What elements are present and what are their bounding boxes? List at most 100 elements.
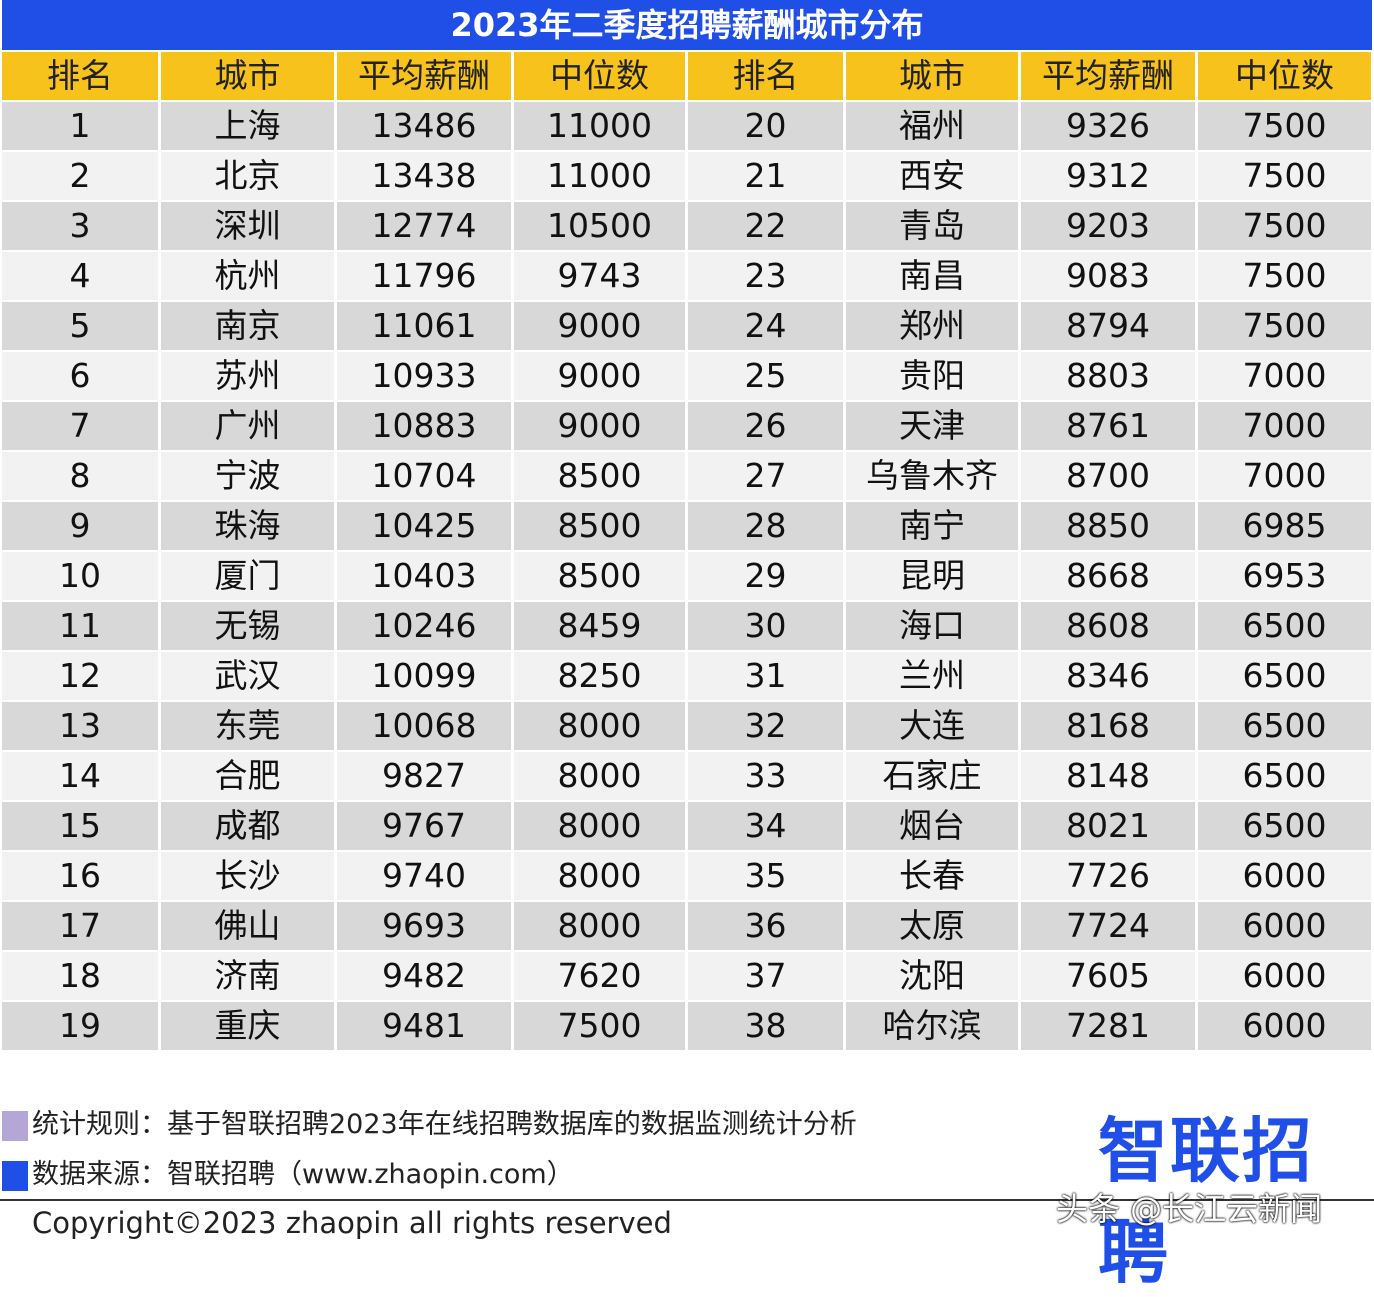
table-cell: 1 — [2, 102, 158, 150]
table-cell: 沈阳 — [846, 952, 1018, 1000]
table-cell: 6985 — [1198, 502, 1371, 550]
table-cell: 10425 — [337, 502, 511, 550]
table-cell: 24 — [688, 302, 843, 350]
table-cell: 7726 — [1021, 852, 1195, 900]
table-cell: 36 — [688, 902, 843, 950]
table-cell: 20 — [688, 102, 843, 150]
table-cell: 9767 — [337, 802, 511, 850]
table-cell: 8700 — [1021, 452, 1195, 500]
table-cell: 9203 — [1021, 202, 1195, 250]
table-cell: 厦门 — [161, 552, 334, 600]
table-cell: 10246 — [337, 602, 511, 650]
table-cell: 6500 — [1198, 652, 1371, 700]
copyright: Copyright©2023 zhaopin all rights reserv… — [32, 1206, 672, 1240]
table-cell: 8000 — [514, 702, 685, 750]
table-cell: 9 — [2, 502, 158, 550]
table-cell: 南宁 — [846, 502, 1018, 550]
table-cell: 9482 — [337, 952, 511, 1000]
table-cell: 7500 — [1198, 252, 1371, 300]
table-cell: 8148 — [1021, 752, 1195, 800]
header-cell: 城市 — [846, 52, 1018, 100]
table-cell: 12 — [2, 652, 158, 700]
header-cell: 排名 — [2, 52, 158, 100]
table-cell: 南京 — [161, 302, 334, 350]
table-cell: 8761 — [1021, 402, 1195, 450]
table-cell: 济南 — [161, 952, 334, 1000]
table-cell: 10099 — [337, 652, 511, 700]
table-cell: 6 — [2, 352, 158, 400]
table-cell: 6000 — [1198, 902, 1371, 950]
table-cell: 烟台 — [846, 802, 1018, 850]
table-cell: 珠海 — [161, 502, 334, 550]
table-cell: 宁波 — [161, 452, 334, 500]
table-cell: 6500 — [1198, 752, 1371, 800]
watermark: 头条 @长江云新闻 — [1056, 1190, 1323, 1228]
table-cell: 8000 — [514, 852, 685, 900]
table-cell: 8500 — [514, 452, 685, 500]
table-cell: 青岛 — [846, 202, 1018, 250]
table-cell: 33 — [688, 752, 843, 800]
table-cell: 海口 — [846, 602, 1018, 650]
table-cell: 贵阳 — [846, 352, 1018, 400]
table-cell: 11 — [2, 602, 158, 650]
table-cell: 7605 — [1021, 952, 1195, 1000]
table-cell: 19 — [2, 1002, 158, 1050]
table-cell: 深圳 — [161, 202, 334, 250]
table-cell: 10933 — [337, 352, 511, 400]
table-cell: 17 — [2, 902, 158, 950]
table-cell: 9312 — [1021, 152, 1195, 200]
table-cell: 18 — [2, 952, 158, 1000]
table-cell: 10068 — [337, 702, 511, 750]
header-cell: 中位数 — [514, 52, 685, 100]
table-cell: 3 — [2, 202, 158, 250]
table-cell: 4 — [2, 252, 158, 300]
table-cell: 21 — [688, 152, 843, 200]
table-cell: 11000 — [514, 152, 685, 200]
table-cell: 福州 — [846, 102, 1018, 150]
table-cell: 7500 — [1198, 302, 1371, 350]
table-cell: 28 — [688, 502, 843, 550]
table-cell: 8000 — [514, 752, 685, 800]
note: 数据来源：智联招聘（www.zhaopin.com） — [32, 1159, 574, 1190]
header-cell: 城市 — [161, 52, 334, 100]
table-cell: 8000 — [514, 902, 685, 950]
table-cell: 6500 — [1198, 802, 1371, 850]
note-row: 数据来源：智联招聘（www.zhaopin.com） — [2, 1158, 574, 1192]
table-cell: 7620 — [514, 952, 685, 1000]
table-cell: 北京 — [161, 152, 334, 200]
table-cell: 上海 — [161, 102, 334, 150]
table-cell: 9743 — [514, 252, 685, 300]
table-cell: 7000 — [1198, 352, 1371, 400]
table-cell: 长沙 — [161, 852, 334, 900]
table-cell: 11061 — [337, 302, 511, 350]
table-cell: 32 — [688, 702, 843, 750]
title-bar: 2023年二季度招聘薪酬城市分布 — [2, 0, 1372, 50]
marker — [2, 1110, 28, 1141]
table-cell: 38 — [688, 1002, 843, 1050]
salary-table: 排名 城市 平均薪酬 中位数 排名 城市 平均薪酬 中位数 1 上海 13486 11000 20 福州 9… — [2, 52, 1372, 1050]
table-cell: 大连 — [846, 702, 1018, 750]
table-cell: 无锡 — [161, 602, 334, 650]
table-cell: 6953 — [1198, 552, 1371, 600]
table-cell: 7 — [2, 402, 158, 450]
table-cell: 8346 — [1021, 652, 1195, 700]
table-cell: 9326 — [1021, 102, 1195, 150]
table-cell: 兰州 — [846, 652, 1018, 700]
divider — [0, 1199, 1374, 1201]
table-cell: 7000 — [1198, 402, 1371, 450]
table-cell: 哈尔滨 — [846, 1002, 1018, 1050]
header-cell: 平均薪酬 — [337, 52, 511, 100]
table-cell: 8794 — [1021, 302, 1195, 350]
table-cell: 8000 — [514, 802, 685, 850]
table-cell: 11000 — [514, 102, 685, 150]
table-cell: 25 — [688, 352, 843, 400]
table-cell: 37 — [688, 952, 843, 1000]
table-cell: 天津 — [846, 402, 1018, 450]
table-cell: 武汉 — [161, 652, 334, 700]
table-cell: 6000 — [1198, 1002, 1371, 1050]
table-cell: 乌鲁木齐 — [846, 452, 1018, 500]
table-cell: 太原 — [846, 902, 1018, 950]
table-cell: 8 — [2, 452, 158, 500]
table-cell: 27 — [688, 452, 843, 500]
table-cell: 成都 — [161, 802, 334, 850]
